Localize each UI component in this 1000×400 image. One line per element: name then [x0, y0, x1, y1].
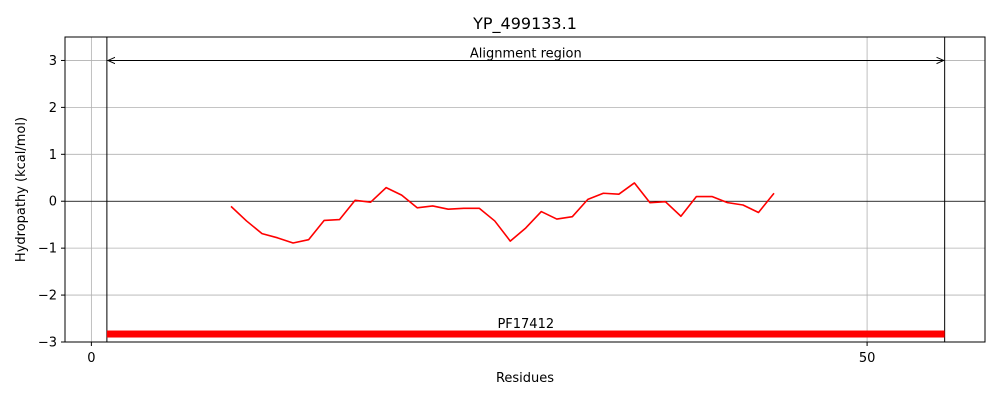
- domain-label: PF17412: [497, 317, 554, 332]
- y-tick-label: −2: [38, 289, 57, 304]
- y-tick-label: −3: [38, 336, 57, 351]
- x-axis-ticks: 0 50: [87, 342, 875, 366]
- x-tick-label: 0: [87, 351, 95, 366]
- series-layer: [230, 182, 775, 244]
- domain-layer: PF17412: [106, 317, 945, 338]
- y-tick-label: 1: [49, 148, 57, 163]
- y-tick-label: −1: [38, 242, 57, 257]
- alignment-region-label: Alignment region: [470, 46, 582, 61]
- x-tick-label: 50: [859, 351, 876, 366]
- y-tick-label: 2: [49, 101, 57, 116]
- grid-lines: [65, 37, 985, 343]
- domain-bar: [106, 330, 945, 338]
- plot-area-frame: [64, 36, 986, 343]
- reference-lines: Alignment region: [65, 37, 985, 342]
- y-axis-ticks: −3 −2 −1 0 1 2 3: [38, 54, 65, 351]
- y-tick-label: 0: [49, 195, 57, 210]
- x-axis-label: Residues: [496, 371, 554, 386]
- y-tick-label: 3: [49, 54, 57, 69]
- y-axis-label: Hydropathy (kcal/mol): [14, 117, 29, 262]
- chart-title: YP_499133.1: [472, 14, 577, 34]
- hydropathy-line: [230, 182, 775, 244]
